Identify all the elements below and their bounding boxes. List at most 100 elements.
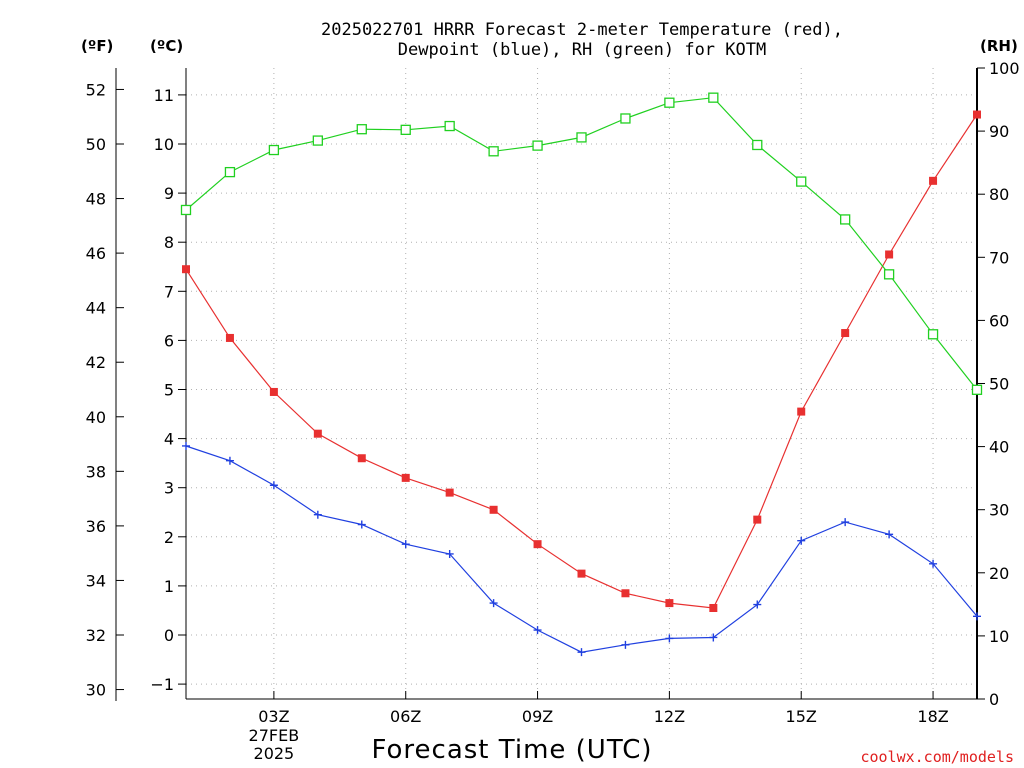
rh-point xyxy=(883,269,895,280)
temperature-point xyxy=(621,589,630,598)
celsius-tick-label: 9 xyxy=(164,184,174,203)
chart-title-line1: 2025022701 HRRR Forecast 2-meter Tempera… xyxy=(321,20,843,40)
rh-point xyxy=(752,139,763,151)
rh-point xyxy=(488,146,499,157)
dewpoint-point xyxy=(182,441,190,450)
temperature-point xyxy=(313,429,322,438)
celsius-unit-label: (ºC) xyxy=(150,37,183,55)
rh-point xyxy=(708,92,719,103)
celsius-tick-label: 1 xyxy=(164,577,174,596)
rh-point xyxy=(840,214,851,225)
temperature-point xyxy=(182,265,190,274)
celsius-tick-label: 3 xyxy=(164,479,174,498)
rh-unit-label: (RH) xyxy=(980,37,1018,55)
rh-tick-label: 20 xyxy=(989,564,1009,583)
rh-tick-label: 0 xyxy=(989,690,999,709)
x-tick-label: 06Z xyxy=(390,707,421,726)
rh-point xyxy=(312,135,323,146)
rh-point xyxy=(664,97,675,108)
source-credit: coolwx.com/models xyxy=(860,748,1014,766)
celsius-tick-label: 11 xyxy=(154,86,174,105)
x-tick-label: 12Z xyxy=(654,707,685,726)
dewpoint-point xyxy=(269,481,278,490)
temperature-point xyxy=(533,540,542,549)
temperature-point xyxy=(797,407,806,416)
x-tick-label: 15Z xyxy=(786,707,817,726)
rh-point xyxy=(224,166,236,178)
celsius-tick-label: 5 xyxy=(164,381,174,400)
dewpoint-point xyxy=(797,536,806,545)
dewpoint-point xyxy=(665,634,674,643)
temperature-point xyxy=(665,599,674,608)
rh-point xyxy=(927,329,939,340)
dewpoint-point xyxy=(357,520,366,529)
temperature-point xyxy=(929,176,938,185)
celsius-tick-label: 4 xyxy=(164,430,174,449)
rh-point xyxy=(971,384,983,395)
temperature-point xyxy=(225,333,234,342)
rh-tick-label: 10 xyxy=(989,627,1009,646)
rh-point xyxy=(620,113,631,124)
dewpoint-point xyxy=(225,456,234,465)
rh-point xyxy=(356,124,367,135)
rh-point xyxy=(796,176,807,187)
dewpoint-point xyxy=(753,600,762,609)
dewpoint-point xyxy=(885,530,894,539)
fahrenheit-tick-label: 50 xyxy=(86,135,106,154)
rh-tick-label: 50 xyxy=(989,375,1009,394)
dewpoint-point xyxy=(445,549,454,558)
rh-point xyxy=(180,204,192,216)
celsius-tick-label: 8 xyxy=(164,233,174,252)
temperature-point xyxy=(709,603,718,612)
fahrenheit-tick-label: 42 xyxy=(86,353,106,372)
temperature-point xyxy=(973,110,981,119)
grid-lines xyxy=(186,68,977,699)
fahrenheit-unit-label: (ºF) xyxy=(81,37,113,55)
dewpoint-point xyxy=(401,540,410,549)
rh-point xyxy=(268,144,280,156)
temperature-point xyxy=(841,329,850,338)
fahrenheit-tick-label: 34 xyxy=(86,571,106,590)
rh-tick-label: 80 xyxy=(989,185,1009,204)
celsius-tick-label: −1 xyxy=(150,675,174,694)
temperature-point xyxy=(489,505,498,514)
rh-tick-label: 40 xyxy=(989,438,1009,457)
fahrenheit-tick-label: 36 xyxy=(86,517,106,536)
fahrenheit-tick-label: 32 xyxy=(86,626,106,645)
x-tick-label: 03Z xyxy=(258,707,289,726)
dewpoint-point xyxy=(841,518,850,527)
fahrenheit-tick-label: 30 xyxy=(86,681,106,700)
celsius-tick-label: 0 xyxy=(164,626,174,645)
rh-point xyxy=(576,132,587,143)
dewpoint-point xyxy=(577,648,586,657)
rh-tick-label: 60 xyxy=(989,311,1009,330)
rh-point xyxy=(444,120,455,132)
dewpoint-point xyxy=(489,599,498,608)
data-series xyxy=(180,92,983,657)
dewpoint-point xyxy=(313,510,322,519)
temperature-point xyxy=(885,250,894,259)
temperature-point xyxy=(357,454,366,463)
rh-tick-label: 70 xyxy=(989,248,1009,267)
temperature-point xyxy=(445,488,454,497)
fahrenheit-tick-label: 40 xyxy=(86,408,106,427)
fahrenheit-tick-label: 44 xyxy=(86,299,106,318)
chart-title-line2: Dewpoint (blue), RH (green) for KOTM xyxy=(398,40,766,60)
temperature-point xyxy=(401,473,410,482)
fahrenheit-tick-label: 46 xyxy=(86,244,106,263)
dewpoint-point xyxy=(533,626,542,635)
x-tick-label: 09Z xyxy=(522,707,553,726)
rh-tick-label: 30 xyxy=(989,501,1009,520)
celsius-tick-label: 7 xyxy=(164,282,174,301)
tick-labels: −101234567891011303234363840424446485052… xyxy=(86,59,1020,763)
x-tick-date-label: 27FEB xyxy=(249,726,300,745)
fahrenheit-tick-label: 38 xyxy=(86,462,106,481)
x-axis-title: Forecast Time (UTC) xyxy=(371,735,652,765)
rh-point xyxy=(532,140,543,151)
celsius-tick-label: 10 xyxy=(154,135,174,154)
temperature-point xyxy=(577,569,586,578)
dewpoint-point xyxy=(973,612,981,621)
temperature-line xyxy=(185,114,978,609)
celsius-tick-label: 2 xyxy=(164,528,174,547)
